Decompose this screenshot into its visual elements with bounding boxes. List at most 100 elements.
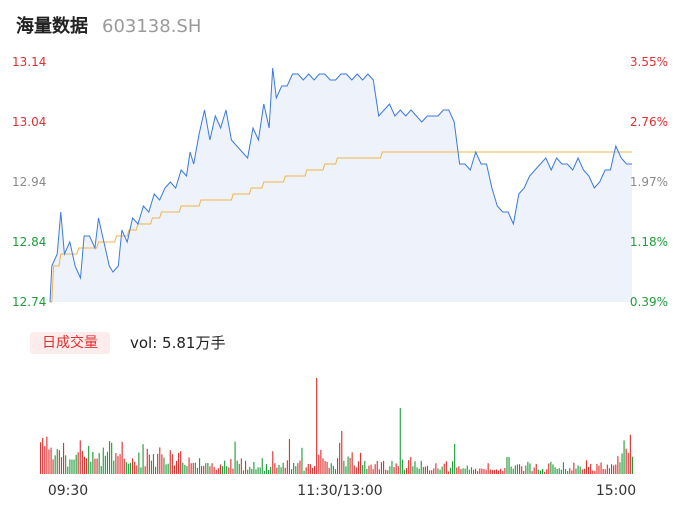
volume-bar — [512, 468, 514, 474]
volume-bar — [544, 471, 546, 474]
volume-bar — [138, 452, 140, 474]
volume-bar — [299, 460, 301, 474]
volume-bar — [65, 455, 67, 474]
volume-bar — [370, 464, 372, 474]
volume-bar — [303, 470, 305, 474]
volume-bar — [194, 462, 196, 474]
right-tick-label: 0.39% — [630, 295, 668, 309]
volume-bar — [464, 468, 466, 474]
volume-bar — [401, 459, 403, 474]
volume-bar — [424, 466, 426, 474]
volume-bar — [203, 465, 205, 474]
volume-bar — [77, 452, 79, 474]
left-tick-label: 12.74 — [12, 295, 46, 309]
volume-bar — [165, 464, 167, 474]
volume-bar — [67, 466, 69, 474]
volume-bar — [226, 466, 228, 474]
volume-bar — [460, 469, 462, 474]
volume-bar — [600, 462, 602, 474]
volume-bar — [280, 467, 282, 474]
volume-bar — [121, 441, 123, 474]
volume-bar — [71, 459, 73, 474]
volume-bar — [617, 456, 619, 474]
volume-bar — [261, 458, 263, 474]
volume-bar — [301, 447, 303, 474]
volume-bar — [422, 467, 424, 474]
volume-bar — [619, 462, 621, 474]
volume-bar — [217, 468, 219, 474]
volume-bar — [297, 463, 299, 474]
volume-bar — [506, 457, 508, 474]
volume-bar — [470, 467, 473, 474]
volume-bar — [337, 458, 339, 474]
volume-bar — [548, 463, 550, 474]
volume-bar — [615, 464, 617, 474]
volume-bar — [60, 457, 63, 474]
volume-bar — [613, 465, 615, 474]
volume-bar — [328, 468, 330, 474]
volume-bar — [96, 458, 98, 474]
volume-bar — [102, 447, 104, 474]
volume-bar — [385, 469, 387, 474]
volume-bar — [510, 466, 512, 474]
volume-bar — [399, 408, 401, 474]
volume-bar — [152, 454, 155, 474]
volume-bar — [585, 460, 588, 474]
volume-bar — [339, 442, 341, 474]
volume-bar — [414, 461, 416, 474]
volume-bar — [594, 470, 596, 474]
volume-bar — [504, 468, 506, 474]
volume-bar — [631, 456, 634, 474]
volume-bar — [186, 466, 188, 474]
volume-bar — [157, 453, 159, 474]
volume-bar — [454, 444, 456, 474]
volume-bar — [533, 467, 535, 474]
volume-bar — [213, 467, 215, 474]
volume-bar — [349, 457, 351, 474]
volume-bar — [550, 461, 552, 474]
volume-bar — [380, 462, 383, 474]
volume-bar — [58, 450, 60, 474]
average-price-line — [50, 151, 632, 303]
volume-bar — [554, 467, 556, 474]
volume-bar — [263, 470, 265, 474]
volume-bar — [531, 471, 533, 474]
volume-bar — [397, 466, 399, 474]
volume-bar — [542, 469, 544, 474]
volume-bar — [104, 455, 106, 474]
volume-bar — [487, 463, 489, 474]
volume-bar — [529, 463, 531, 474]
volume-bar — [148, 454, 150, 474]
right-tick-label: 1.97% — [630, 175, 668, 189]
volume-bar — [368, 465, 370, 474]
volume-bar — [573, 462, 575, 474]
volume-bar — [366, 469, 368, 474]
volume-bar — [606, 464, 608, 474]
volume-bar — [334, 469, 337, 474]
volume-bar — [418, 468, 420, 474]
volume-bar — [106, 451, 109, 474]
volume-bar — [629, 434, 631, 474]
volume-bar — [562, 462, 565, 474]
volume-bar — [155, 466, 157, 474]
volume-bar — [508, 457, 510, 474]
volume-bar — [46, 436, 48, 474]
volume-bar — [132, 458, 134, 474]
volume-bar — [90, 461, 92, 474]
volume-bar — [240, 458, 242, 474]
volume-bar — [514, 465, 516, 474]
volume-bar — [86, 458, 88, 474]
volume-bar — [516, 464, 519, 474]
volume-bar — [420, 460, 422, 474]
volume-value: vol: 5.81万手 — [130, 334, 226, 352]
volume-bar — [590, 463, 592, 474]
volume-bar — [42, 438, 44, 474]
volume-bar — [378, 469, 380, 474]
volume-bar — [611, 464, 613, 474]
volume-badge[interactable]: 日成交量 — [30, 332, 110, 354]
time-axis-ticks: 09:30 11:30/13:00 15:00 — [48, 483, 636, 499]
volume-bar — [625, 448, 627, 474]
volume-bar — [462, 468, 464, 474]
volume-bar — [257, 467, 259, 474]
left-tick-label: 12.94 — [12, 175, 46, 189]
